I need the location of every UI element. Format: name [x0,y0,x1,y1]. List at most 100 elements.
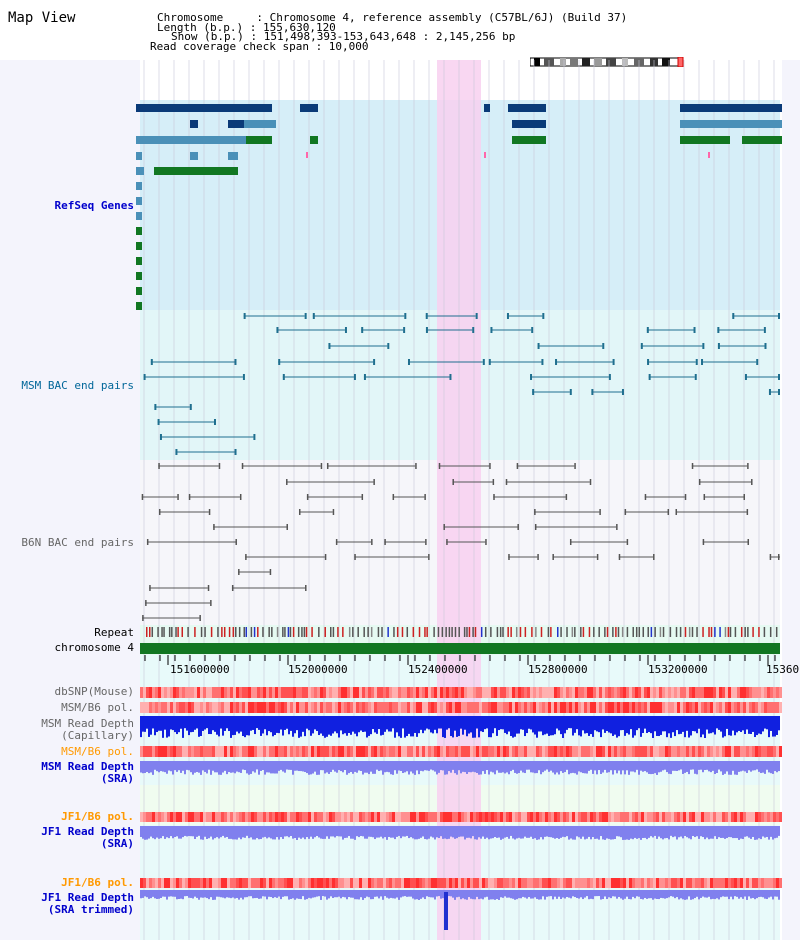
msm-b6-pol-label-2[interactable]: MSM/B6 pol. [61,745,134,758]
repeat-element [468,627,471,637]
jf1-depth-trim-label[interactable]: JF1 Read Depth (SRA trimmed) [41,891,134,916]
depth-bar [210,826,212,837]
heat-cell [461,812,464,822]
depth-bar [724,890,726,897]
heat-cell [260,687,263,698]
depth-bar [512,761,514,770]
depth-bar [746,716,748,730]
heat-cell [224,687,227,698]
dbsnp-label[interactable]: dbSNP(Mouse) [54,685,134,698]
depth-bar [310,890,312,899]
depth-bar [388,761,390,773]
depth-bar [726,890,728,897]
depth-bar [290,890,292,900]
heat-cell [287,702,290,713]
heat-cell [452,687,455,698]
depth-bar [628,826,630,840]
depth-bar [164,761,166,773]
msm-bac-end [157,419,160,425]
depth-bar [274,716,276,735]
depth-bar [640,761,642,771]
heat-cell [365,687,368,698]
heat-cell [740,687,743,698]
depth-bar [470,890,472,899]
gene-feature [136,272,142,280]
heat-cell [473,812,476,822]
refseq-label[interactable]: RefSeq Genes [54,199,134,212]
depth-bar [196,716,198,729]
depth-bar [742,826,744,840]
heat-cell [731,687,734,698]
depth-bar [240,716,242,732]
heat-cell [422,878,425,888]
heat-cell [593,812,596,822]
heat-cell [554,746,557,757]
depth-bar [408,761,410,775]
heat-cell [302,687,305,698]
heat-cell [242,812,245,822]
depth-bar [158,716,160,731]
heat-cell [425,687,428,698]
repeat-element [484,627,487,637]
heat-cell [596,687,599,698]
depth-bar [770,716,772,731]
depth-bar [296,761,298,771]
depth-bar [358,761,360,771]
depth-bar [550,826,552,838]
depth-bar [610,716,612,734]
depth-bar [458,761,460,771]
heat-cell [227,878,230,888]
heat-cell [614,878,617,888]
heat-cell [770,702,773,713]
heat-cell [632,746,635,757]
b6n-bac-end [747,463,749,469]
msm-bac-end [555,359,558,365]
heat-cell [500,702,503,713]
heat-cell [695,878,698,888]
depth-bar [774,761,776,772]
heat-cell [425,812,428,822]
jf1-b6-pol-label-2[interactable]: JF1/B6 pol. [61,876,134,889]
heat-cell [335,812,338,822]
heat-cell [260,702,263,713]
heat-cell [167,702,170,713]
heat-cell [704,746,707,757]
heat-cell [188,878,191,888]
msm-b6-pol-label-1[interactable]: MSM/B6 pol. [61,701,134,714]
heat-cell [644,746,647,757]
depth-bar [602,826,604,840]
heat-cell [257,702,260,713]
depth-bar [584,890,586,898]
depth-bar [654,761,656,774]
depth-bar [514,890,516,900]
depth-bar [192,761,194,775]
msm-bac-end [404,313,407,319]
heat-cell [422,812,425,822]
heat-cell [575,687,578,698]
depth-bar [662,890,664,899]
jf1-depth-sra-label[interactable]: JF1 Read Depth (SRA) [41,825,134,850]
heat-cell [434,687,437,698]
msm-bac-label[interactable]: MSM BAC end pairs [21,379,134,392]
depth-bar [594,761,596,771]
gene-feature [136,182,142,190]
heat-cell [467,687,470,698]
b6n-bac-label[interactable]: B6N BAC end pairs [21,536,134,549]
msm-depth-cap-label[interactable]: MSM Read Depth (Capillary) [41,717,134,742]
heat-cell [638,812,641,822]
heat-cell [236,746,239,757]
depth-bar [590,761,592,770]
heat-cell [560,746,563,757]
depth-bar [736,826,738,839]
depth-bar [716,826,718,840]
depth-bar [372,826,374,838]
jf1-b6-pol-label-1[interactable]: JF1/B6 pol. [61,810,134,823]
heat-cell [521,746,524,757]
msm-bac-end [778,313,780,319]
depth-bar [660,761,662,772]
msm-depth-sra-label[interactable]: MSM Read Depth (SRA) [41,760,134,785]
depth-bar [632,826,634,840]
repeat-element [284,627,286,637]
depth-bar [724,761,726,774]
